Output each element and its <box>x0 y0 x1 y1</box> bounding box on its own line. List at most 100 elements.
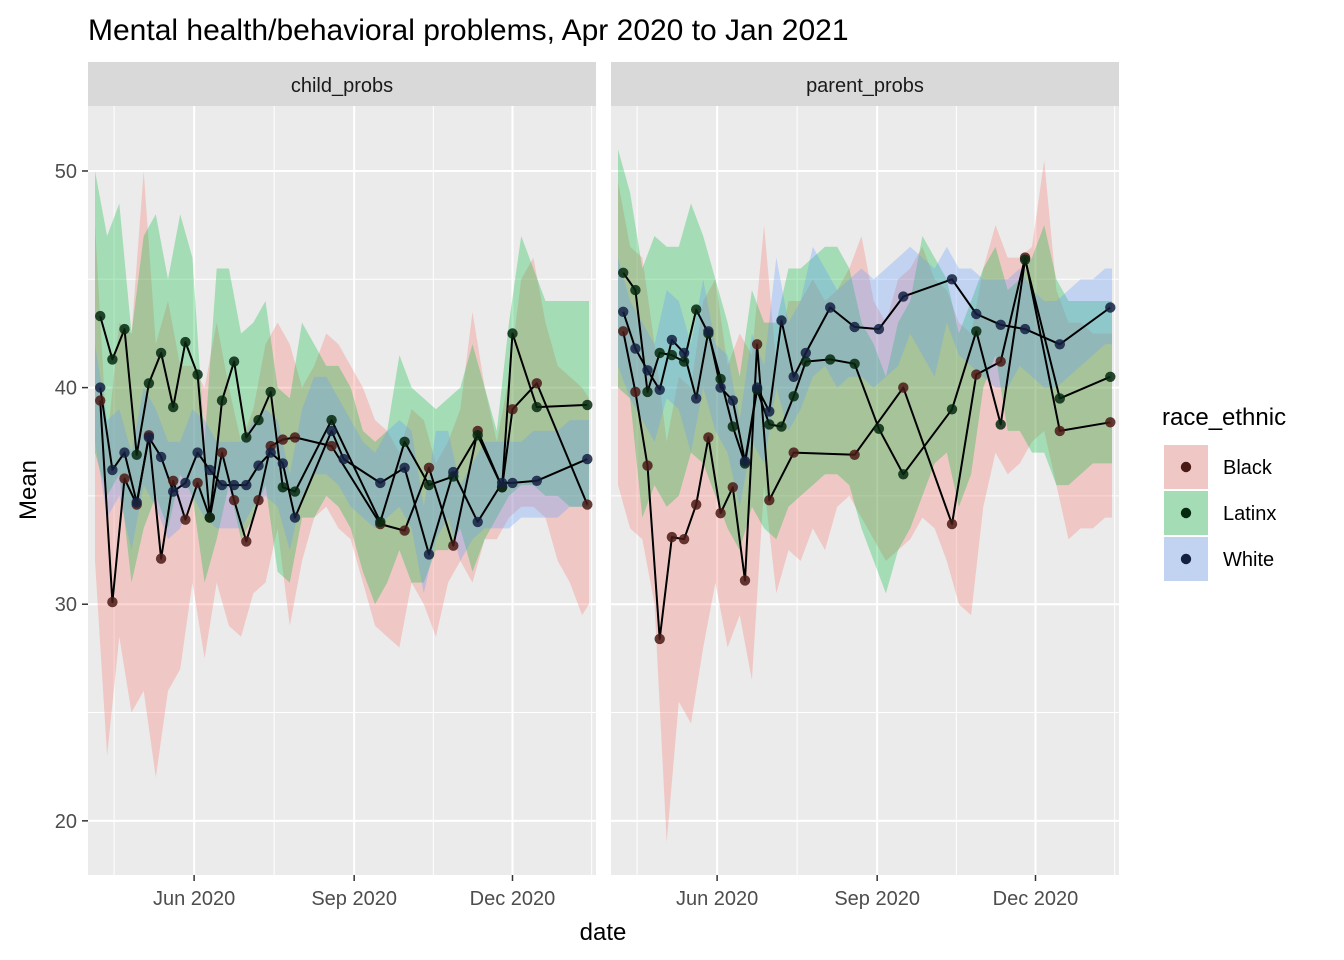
data-point-white <box>995 319 1006 330</box>
data-point-latinx <box>825 354 836 365</box>
data-point-black <box>739 575 751 586</box>
x-tick-label: Jun 2020 <box>676 888 758 910</box>
data-point-black <box>399 525 410 536</box>
data-point-latinx <box>971 326 982 337</box>
data-point-latinx <box>326 414 337 426</box>
legend-title: race_ethnic <box>1162 404 1286 431</box>
data-point-white <box>423 549 435 560</box>
data-point-black <box>654 633 665 645</box>
data-point-white <box>751 382 763 393</box>
data-point-latinx <box>107 354 118 365</box>
legend-item-black: Black <box>1164 445 1273 489</box>
data-point-white <box>155 451 167 463</box>
data-point-white <box>618 306 629 317</box>
data-point-white <box>971 308 982 320</box>
data-point-white <box>375 477 386 489</box>
ribbon-black <box>95 171 589 778</box>
data-point-white <box>119 447 130 458</box>
data-point-latinx <box>788 391 799 402</box>
data-point-latinx <box>1019 254 1031 265</box>
data-point-latinx <box>155 347 167 359</box>
y-tick-label: 30 <box>55 594 77 616</box>
data-point-white <box>849 321 860 333</box>
data-point-black <box>289 432 301 443</box>
data-point-latinx <box>618 267 629 278</box>
data-point-white <box>898 291 909 302</box>
ribbon-latinx <box>618 149 1112 594</box>
data-point-black <box>582 499 593 510</box>
data-point-black <box>727 482 738 493</box>
data-point-white <box>654 384 665 395</box>
data-point-black <box>678 534 690 545</box>
data-point-white <box>946 274 958 285</box>
data-point-latinx <box>228 356 240 367</box>
x-tick-label: Sep 2020 <box>311 888 397 910</box>
data-point-white <box>703 326 714 337</box>
data-point-white <box>642 365 653 376</box>
data-point-white <box>776 315 787 326</box>
data-point-white <box>764 406 775 417</box>
data-point-black <box>180 514 191 525</box>
data-point-white <box>678 347 690 359</box>
data-point-latinx <box>849 358 860 369</box>
data-point-latinx <box>180 336 191 348</box>
facet-strip-label: parent_probs <box>806 75 924 97</box>
data-point-black <box>448 540 459 551</box>
legend-label: Latinx <box>1223 503 1276 525</box>
data-point-white <box>253 460 264 471</box>
data-point-black <box>168 475 179 486</box>
data-point-white <box>338 453 349 465</box>
data-point-latinx <box>995 419 1006 430</box>
data-point-white <box>1019 323 1031 335</box>
chart-title: Mental health/behavioral problems, Apr 2… <box>88 14 849 47</box>
data-point-black <box>995 356 1006 367</box>
data-point-latinx <box>119 323 130 335</box>
data-point-latinx <box>507 328 518 339</box>
data-point-latinx <box>666 349 678 361</box>
data-point-black <box>216 447 228 458</box>
ribbon-white <box>95 344 589 594</box>
data-point-latinx <box>216 395 228 406</box>
data-point-white <box>666 334 678 346</box>
data-point-white <box>180 477 191 489</box>
data-point-black <box>155 553 167 564</box>
data-point-white <box>241 479 252 491</box>
legend-label: Black <box>1223 457 1273 479</box>
data-point-latinx <box>143 378 155 389</box>
data-point-white <box>228 479 240 491</box>
data-point-white <box>143 432 155 443</box>
legend-label: White <box>1223 549 1274 571</box>
data-point-black <box>192 477 203 489</box>
data-point-latinx <box>630 284 641 296</box>
data-point-white <box>715 382 726 393</box>
data-point-latinx <box>277 482 288 493</box>
data-point-latinx <box>192 369 203 380</box>
facet-panel-child_probs: child_probs Jun 2020 Sep 2020 Dec 2020 20 30 4… <box>55 62 596 910</box>
data-point-white <box>825 302 836 313</box>
data-point-white <box>399 462 410 473</box>
data-point-black <box>764 495 775 506</box>
ribbon-black <box>618 160 1112 843</box>
data-point-white <box>204 464 215 476</box>
data-point-white <box>107 464 118 476</box>
data-point-black <box>507 404 518 415</box>
data-point-white <box>873 323 885 335</box>
legend-item-latinx: Latinx <box>1164 491 1276 535</box>
data-point-white <box>131 497 142 508</box>
data-point-black <box>423 462 435 473</box>
data-point-black <box>326 440 337 452</box>
plot-panels: child_probs Jun 2020 Sep 2020 Dec 2020 20 30 4… <box>55 62 1119 910</box>
data-point-white <box>507 477 518 489</box>
data-point-black <box>703 432 714 443</box>
legend-key-point <box>1180 507 1192 519</box>
data-point-latinx <box>1054 393 1066 404</box>
data-point-white <box>496 477 508 489</box>
x-tick-label: Jun 2020 <box>153 888 235 910</box>
data-point-latinx <box>582 399 593 411</box>
data-point-white <box>531 475 542 486</box>
data-point-latinx <box>776 421 787 432</box>
data-point-black <box>666 531 678 543</box>
data-point-black <box>107 596 118 608</box>
data-point-white <box>216 479 228 491</box>
x-tick-label: Dec 2020 <box>993 888 1079 910</box>
